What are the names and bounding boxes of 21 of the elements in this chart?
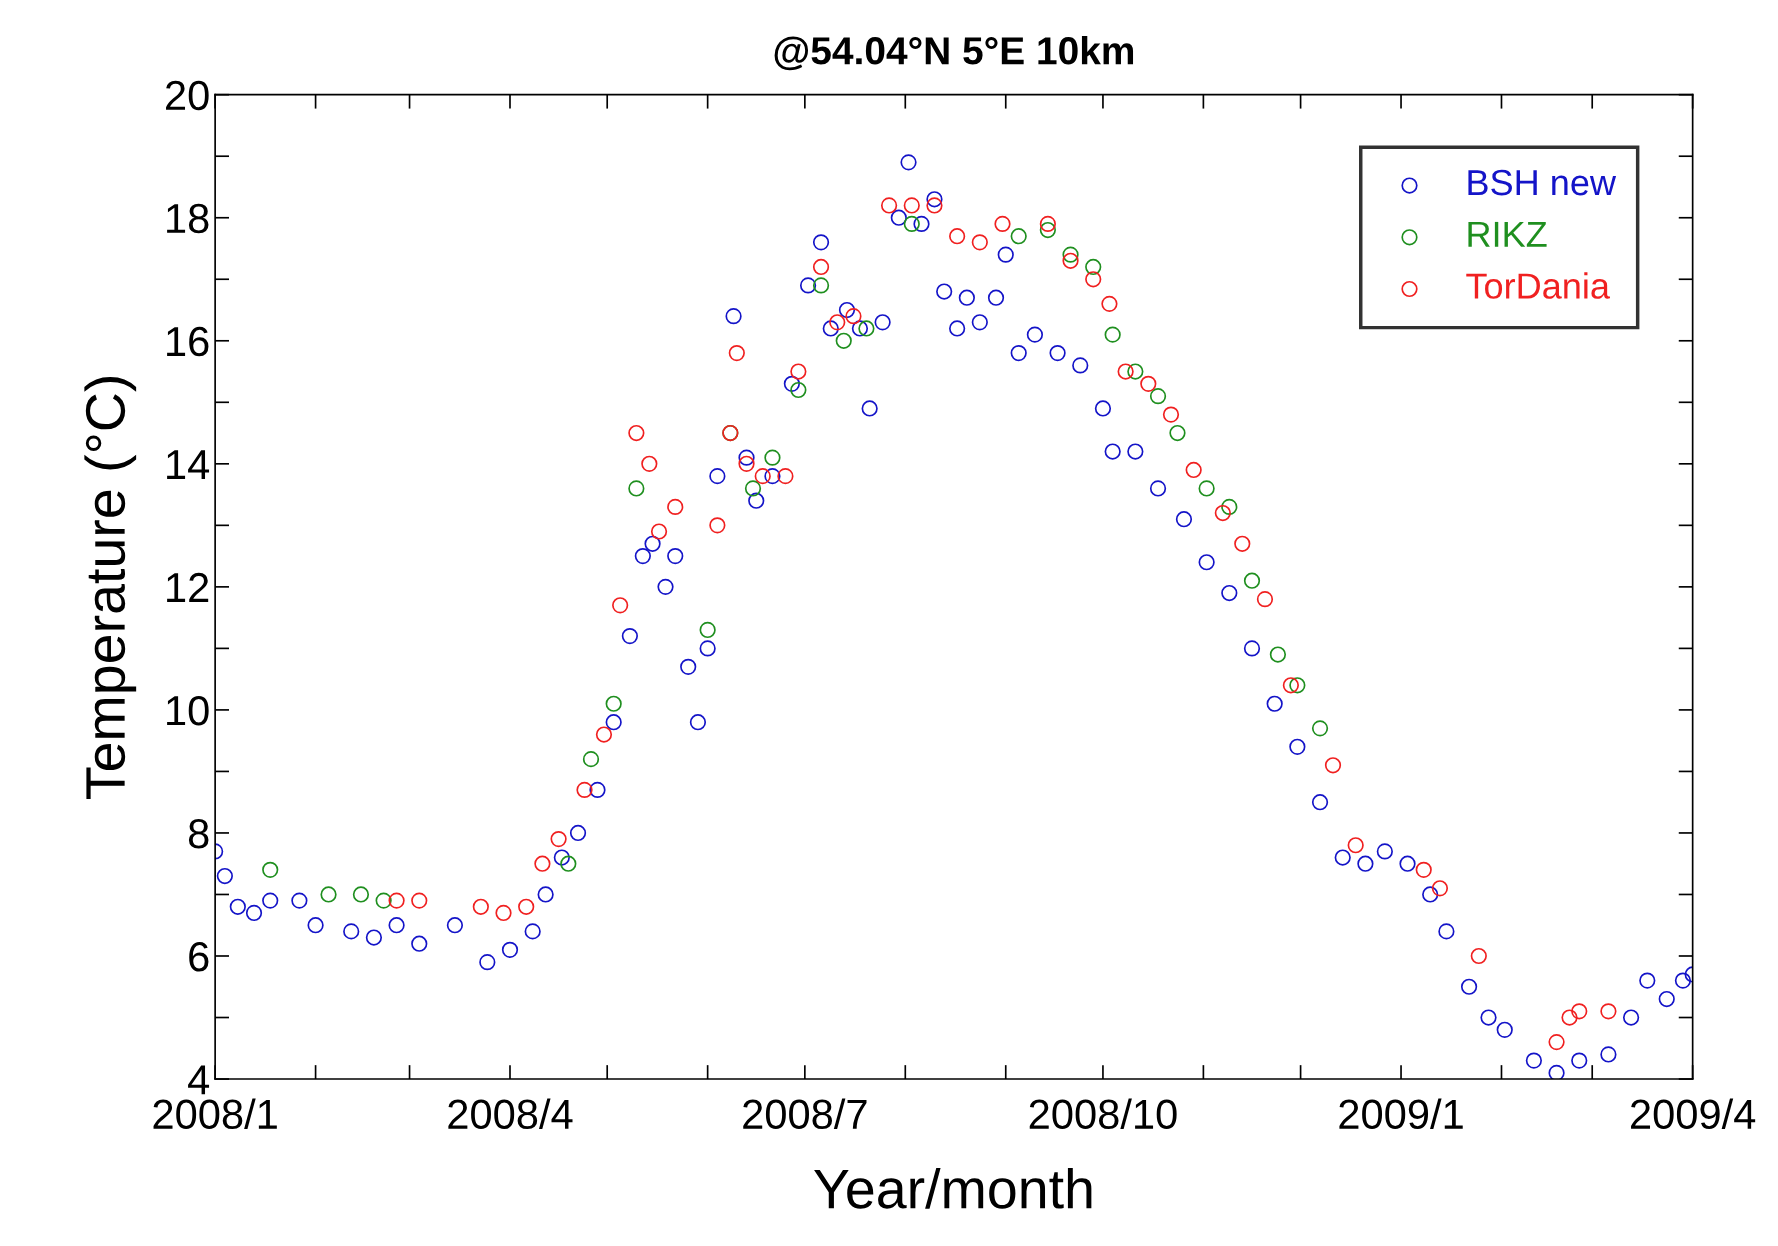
x-axis-title: Year/month [814,1167,1092,1209]
x-tick-label: 2009/4 [1631,1098,1756,1130]
chart-title: @54.04°N 5°E 10km [774,35,1134,71]
x-tick-label: 2009/1 [1339,1098,1463,1130]
y-tick-label: 12 [167,572,209,602]
y-tick-label: 20 [166,80,209,111]
y-tick-label: 6 [189,942,209,972]
x-tick-label: 2008/4 [448,1098,573,1130]
x-tick-label: 2008/10 [1029,1098,1177,1130]
y-tick-label: 8 [188,818,209,849]
x-tick-label: 2008/7 [743,1098,867,1130]
x-tick-label: 2008/1 [153,1098,277,1130]
y-tick-label: 14 [167,450,210,479]
y-tick-label: 18 [167,203,209,234]
y-tick-label: 16 [167,326,209,357]
legend-label: BSH new [1468,169,1617,196]
y-axis-title: Temperature (°C) [84,376,137,799]
legend-label: TorDania [1466,272,1610,299]
y-tick-label: 10 [167,695,209,726]
legend-label: RIKZ [1468,221,1547,247]
y-tick-label: 4 [188,1065,210,1095]
